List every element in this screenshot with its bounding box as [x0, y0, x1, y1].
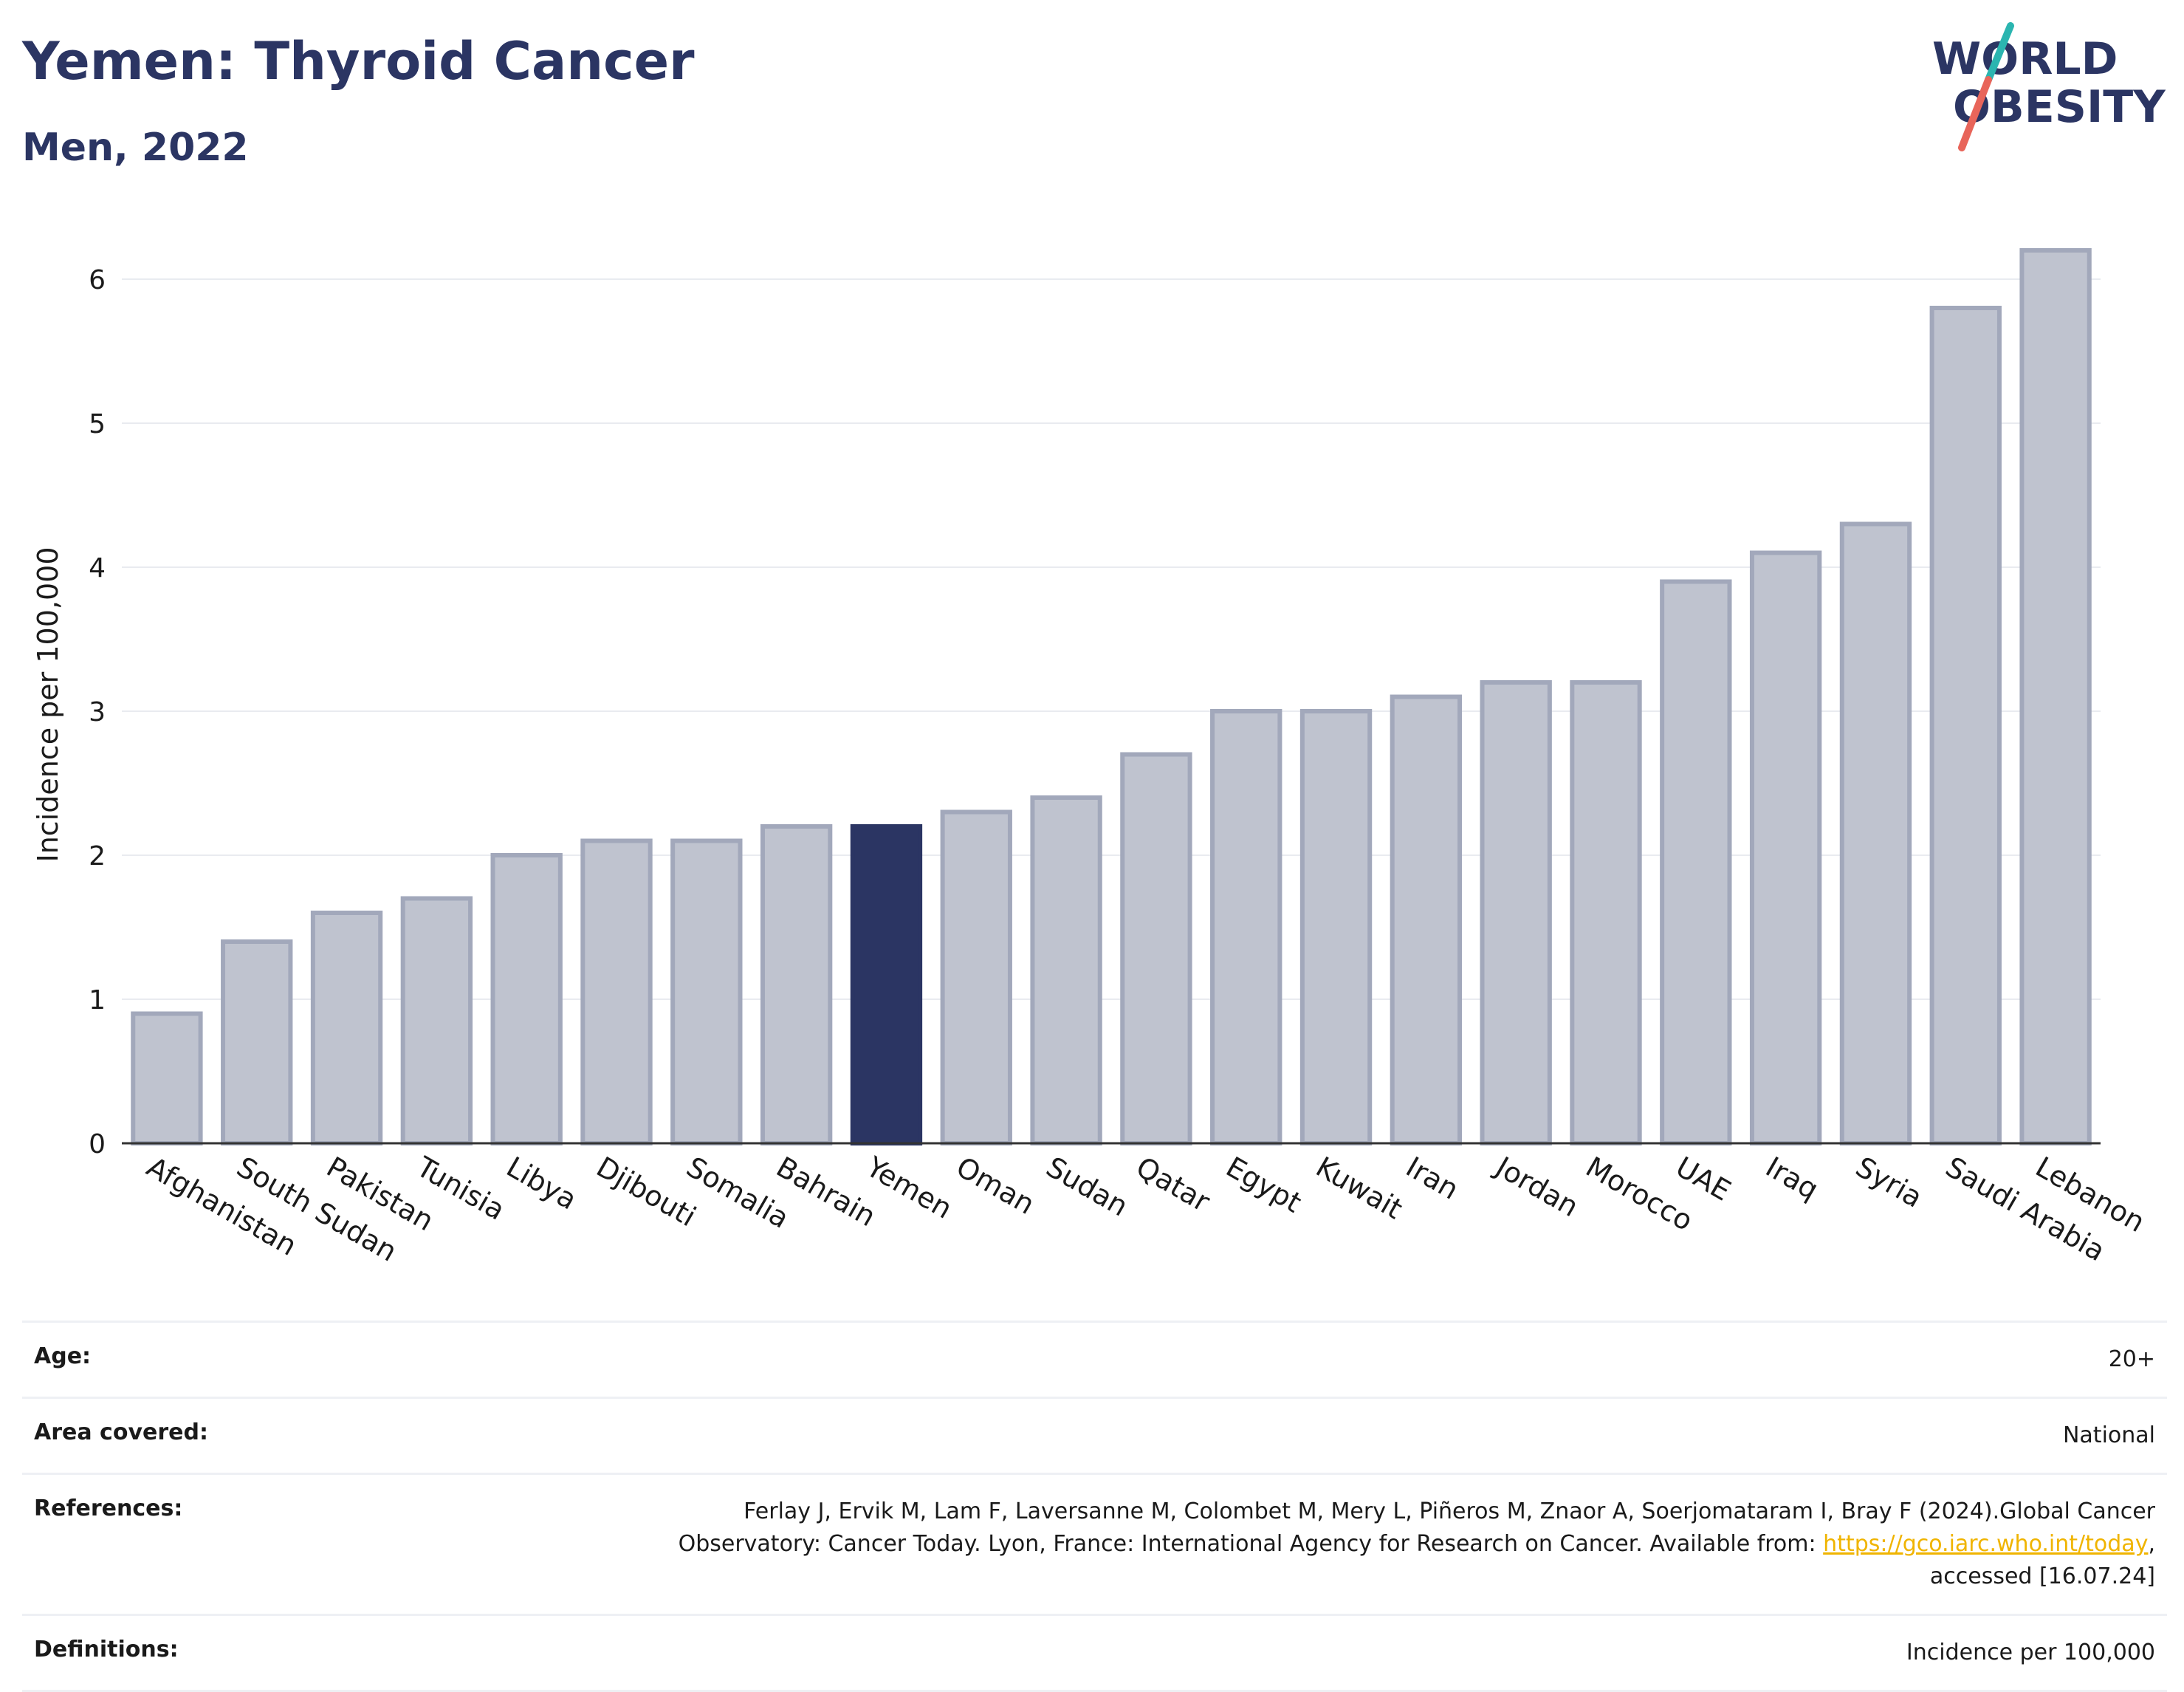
y-tick-label: 6: [89, 265, 106, 295]
bar: [1839, 521, 1912, 1145]
chart-title: Yemen: Thyroid Cancer: [22, 31, 695, 92]
logo-slash-bottom: [1958, 76, 1992, 151]
bar: [1480, 680, 1552, 1145]
y-tick-label: 4: [89, 553, 106, 583]
x-tick-label: Qatar: [1130, 1151, 1215, 1219]
bars: [131, 248, 2092, 1145]
logo-slash-top: [1985, 22, 2014, 83]
y-tick-label: 5: [89, 409, 106, 439]
references-link[interactable]: https://gco.iarc.who.int/today: [1823, 1531, 2149, 1557]
logo-line2: OBESITY: [1953, 81, 2166, 133]
metadata-table: Age: 20+ Area covered: National Referenc…: [22, 1321, 2167, 1692]
y-tick-label: 2: [89, 841, 106, 871]
logo-line1: WORLD: [1932, 33, 2118, 85]
bar: [580, 838, 653, 1145]
x-tick-label: Iran: [1401, 1151, 1464, 1206]
references-line3: accessed [16.07.24]: [1929, 1563, 2155, 1589]
bar: [670, 838, 743, 1145]
x-tick-label: Oman: [951, 1151, 1040, 1221]
bar: [1210, 709, 1282, 1145]
x-tick-label: Jordan: [1489, 1150, 1584, 1224]
x-tick-label: Egypt: [1220, 1151, 1307, 1219]
definitions-value: Incidence per 100,000: [1906, 1640, 2155, 1665]
y-tick-label: 1: [89, 985, 106, 1015]
references-value: Ferlay J, Ervik M, Lam F, Laversanne M, …: [679, 1496, 2155, 1593]
definitions-label: Definitions:: [34, 1637, 179, 1662]
bar: [490, 853, 563, 1145]
bar: [131, 1011, 203, 1145]
world-obesity-logo: WORLD OBESITY: [1932, 22, 2166, 151]
area-value: National: [2062, 1422, 2155, 1448]
references-label: References:: [34, 1496, 183, 1521]
references-line1: Ferlay J, Ervik M, Lam F, Laversanne M, …: [744, 1499, 2155, 1524]
bar-highlight: [850, 824, 923, 1145]
bar: [1120, 752, 1192, 1145]
x-tick-label: Iraq: [1760, 1151, 1824, 1206]
meta-row-age: Age: 20+: [22, 1321, 2167, 1397]
bar: [1299, 709, 1373, 1145]
chart-subtitle: Men, 2022: [22, 126, 249, 170]
x-tick-label: Libya: [501, 1151, 583, 1216]
area-label: Area covered:: [34, 1419, 208, 1445]
bar: [1749, 550, 1822, 1145]
y-axis-label: Incidence per 100,000: [32, 547, 64, 862]
bar: [1570, 680, 1642, 1145]
bar: [400, 896, 473, 1145]
meta-row-references: References: Ferlay J, Ervik M, Lam F, La…: [22, 1473, 2167, 1614]
meta-row-definitions: Definitions: Incidence per 100,000: [22, 1614, 2167, 1692]
y-tick-label: 3: [89, 697, 106, 727]
bar: [2019, 248, 2092, 1145]
bar: [1929, 306, 2002, 1145]
bar: [310, 911, 383, 1145]
x-tick-label: Kuwait: [1311, 1151, 1408, 1226]
references-line2: Observatory: Cancer Today. Lyon, France:…: [678, 1531, 1824, 1557]
age-value: 20+: [2108, 1346, 2155, 1372]
age-label: Age:: [34, 1343, 92, 1369]
x-tick-label: Bahrain: [771, 1151, 881, 1233]
y-tick-label: 0: [89, 1129, 106, 1160]
references-line2-end: ,: [2148, 1531, 2155, 1557]
bar: [1030, 795, 1102, 1145]
meta-row-area: Area covered: National: [22, 1397, 2167, 1473]
bar: [1660, 579, 1732, 1145]
x-tick-label: Somalia: [681, 1151, 794, 1235]
x-tick-label: Afghanistan: [141, 1151, 302, 1262]
bar: [221, 939, 293, 1145]
bar: [940, 809, 1012, 1145]
y-axis-ticks: 0 1 2 3 4 5 6: [89, 265, 106, 1160]
x-tick-label: Djibouti: [591, 1151, 702, 1233]
bar: [760, 824, 833, 1145]
x-tick-label: Sudan: [1041, 1151, 1134, 1223]
x-tick-label: Syria: [1850, 1151, 1928, 1214]
bar: [1390, 694, 1463, 1145]
